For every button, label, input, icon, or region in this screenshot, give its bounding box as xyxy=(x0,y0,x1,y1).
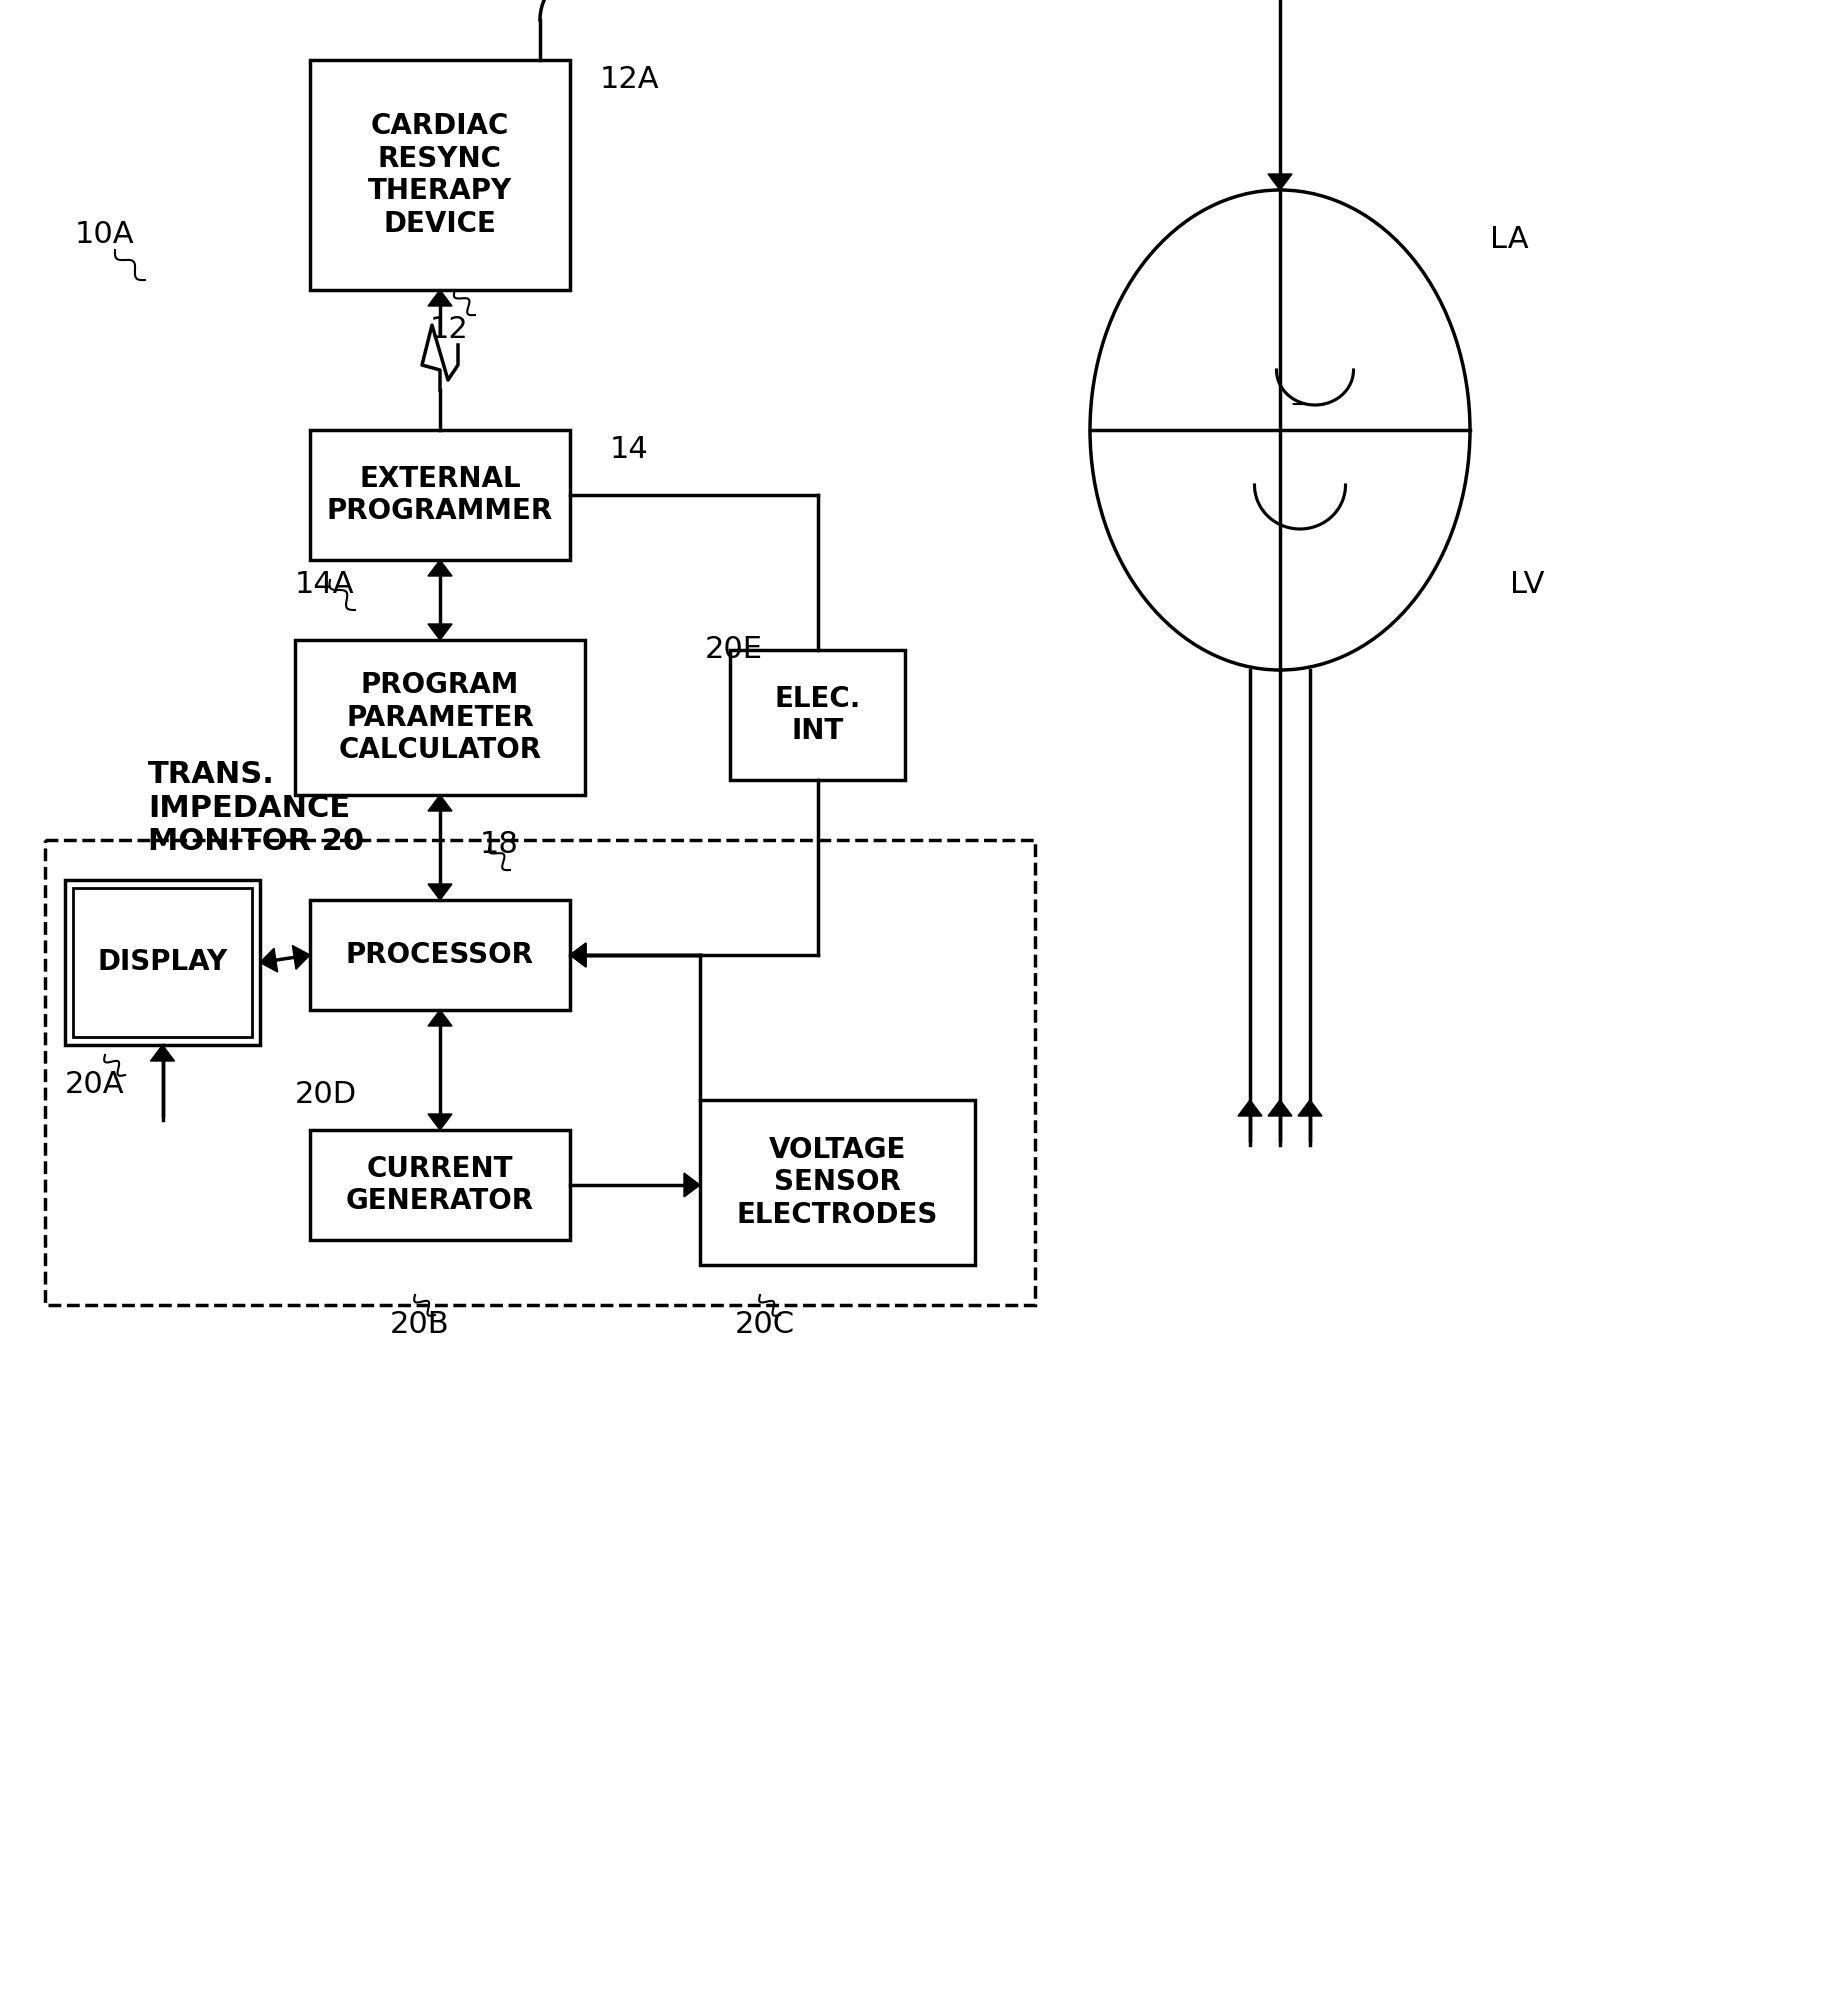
Text: CARDIAC
RESYNC
THERAPY
DEVICE: CARDIAC RESYNC THERAPY DEVICE xyxy=(367,113,512,237)
Polygon shape xyxy=(261,949,277,973)
Text: CURRENT
GENERATOR: CURRENT GENERATOR xyxy=(345,1156,534,1215)
Polygon shape xyxy=(428,1010,452,1026)
Text: 20E: 20E xyxy=(705,634,764,664)
Text: 18: 18 xyxy=(479,829,520,859)
Text: LA: LA xyxy=(1491,225,1529,255)
Polygon shape xyxy=(428,796,452,812)
Text: 20C: 20C xyxy=(734,1311,795,1339)
Ellipse shape xyxy=(1091,191,1471,670)
Text: 12A: 12A xyxy=(600,66,659,93)
FancyBboxPatch shape xyxy=(700,1100,975,1265)
Polygon shape xyxy=(428,290,452,306)
FancyBboxPatch shape xyxy=(73,887,252,1036)
FancyBboxPatch shape xyxy=(310,430,569,561)
Text: EXTERNAL
PROGRAMMER: EXTERNAL PROGRAMMER xyxy=(327,465,553,525)
Polygon shape xyxy=(1237,1100,1261,1116)
Polygon shape xyxy=(428,625,452,640)
FancyBboxPatch shape xyxy=(310,899,569,1010)
FancyBboxPatch shape xyxy=(310,60,569,290)
Text: PROGRAM
PARAMETER
CALCULATOR: PROGRAM PARAMETER CALCULATOR xyxy=(338,670,542,764)
Polygon shape xyxy=(569,943,586,967)
Text: −: − xyxy=(1289,394,1311,418)
Text: 14A: 14A xyxy=(296,571,354,599)
Polygon shape xyxy=(428,1114,452,1130)
Polygon shape xyxy=(685,1174,700,1197)
Text: PROCESSOR: PROCESSOR xyxy=(345,941,534,969)
Polygon shape xyxy=(428,883,452,899)
Polygon shape xyxy=(1269,173,1293,191)
Polygon shape xyxy=(292,945,310,969)
Text: TRANS.
IMPEDANCE
MONITOR 20: TRANS. IMPEDANCE MONITOR 20 xyxy=(149,760,364,855)
Text: 20B: 20B xyxy=(389,1311,450,1339)
Text: 14: 14 xyxy=(610,436,648,463)
Text: 20D: 20D xyxy=(296,1080,358,1110)
Polygon shape xyxy=(1298,1100,1322,1116)
FancyBboxPatch shape xyxy=(731,650,905,780)
FancyBboxPatch shape xyxy=(296,640,586,796)
FancyBboxPatch shape xyxy=(64,879,261,1044)
Polygon shape xyxy=(428,561,452,577)
Text: 10A: 10A xyxy=(75,221,134,249)
Text: LV: LV xyxy=(1509,571,1544,599)
Text: VOLTAGE
SENSOR
ELECTRODES: VOLTAGE SENSOR ELECTRODES xyxy=(736,1136,938,1229)
Polygon shape xyxy=(1269,1100,1293,1116)
Polygon shape xyxy=(569,943,586,967)
FancyBboxPatch shape xyxy=(310,1130,569,1239)
Text: 12: 12 xyxy=(430,314,468,344)
Text: 20A: 20A xyxy=(64,1070,125,1100)
Text: DISPLAY: DISPLAY xyxy=(97,949,228,977)
Text: ELEC.
INT: ELEC. INT xyxy=(775,684,861,746)
Polygon shape xyxy=(151,1044,174,1060)
